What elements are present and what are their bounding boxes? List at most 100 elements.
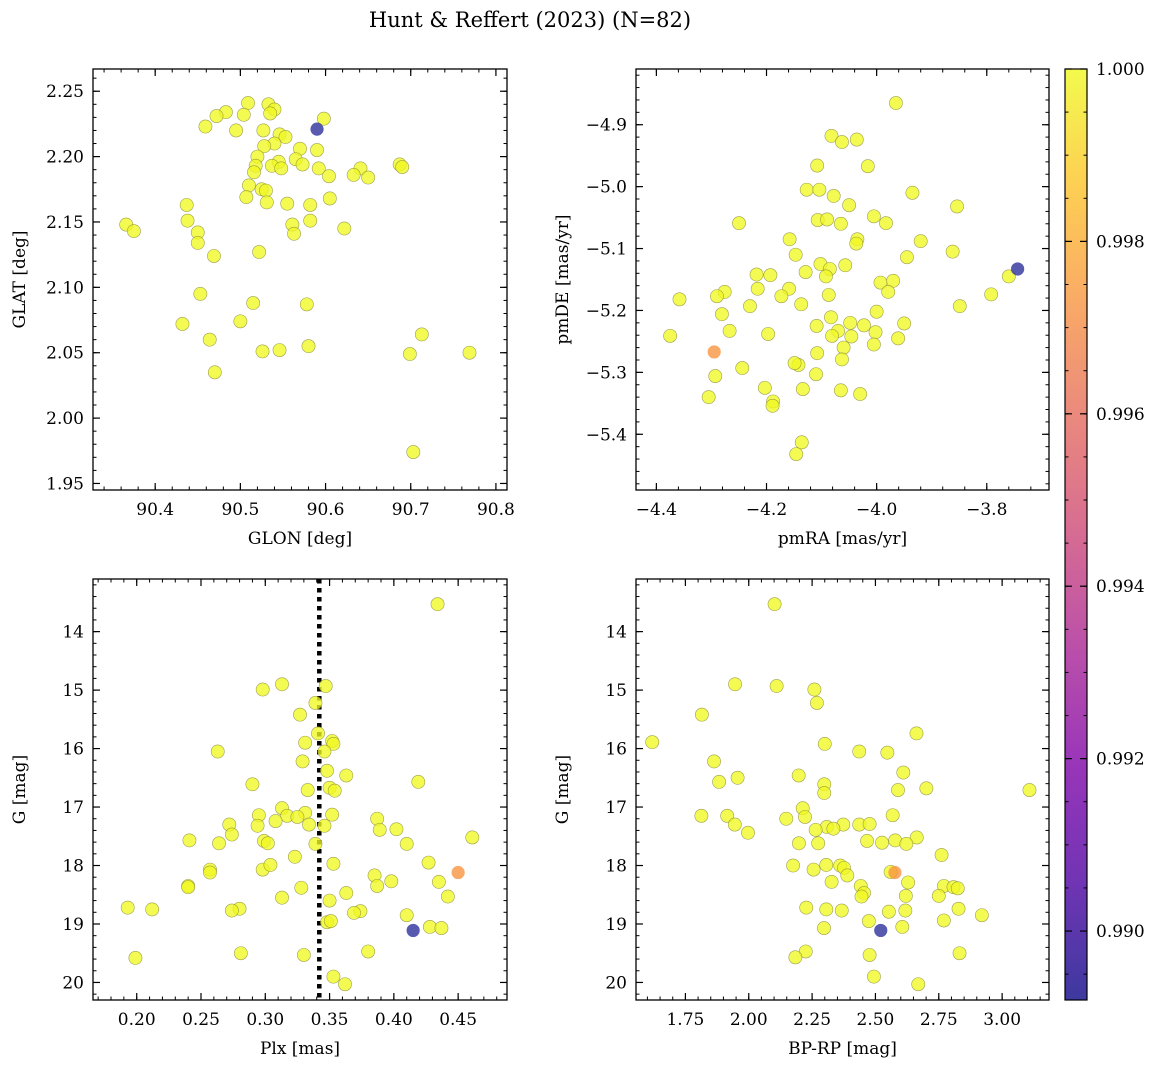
plot-area <box>645 597 1037 992</box>
data-point <box>411 774 426 789</box>
y-tick-label: 1.95 <box>46 474 84 494</box>
data-point <box>326 856 341 871</box>
axes-frame <box>92 68 508 491</box>
data-point <box>414 327 429 342</box>
data-point-highlight <box>310 122 324 136</box>
data-point <box>795 382 810 396</box>
data-point <box>844 329 859 344</box>
data-point <box>866 337 881 352</box>
colorbar: 0.990 0.992 0.994 0.996 0.998 1.000 <box>1064 60 1145 1001</box>
x-axis-label: pmRA [mas/yr] <box>778 529 907 549</box>
data-point <box>952 299 967 314</box>
data-point <box>836 340 851 355</box>
data-point <box>809 367 823 382</box>
data-point <box>323 914 338 928</box>
data-point <box>749 267 764 282</box>
data-point <box>302 817 316 832</box>
data-point <box>672 292 687 307</box>
data-point <box>247 165 261 180</box>
data-point <box>322 191 337 206</box>
data-point <box>835 352 849 367</box>
y-tick-label: 20 <box>605 973 627 993</box>
data-point <box>694 707 709 722</box>
data-point <box>299 297 314 312</box>
data-point <box>950 881 965 896</box>
data-point <box>246 296 261 310</box>
x-tick-label: 2.75 <box>920 1010 958 1030</box>
x-tick-label: 90.8 <box>477 500 515 520</box>
axes-frame <box>635 578 1050 1001</box>
panel-plx-gmag: 0.20 0.25 0.30 0.35 0.40 0.45 14 15 16 17 18 19 20 Pl… <box>10 578 508 1059</box>
data-point <box>402 347 417 361</box>
colorbar-tick-label: 1.000 <box>1096 60 1145 80</box>
data-point <box>854 889 869 904</box>
data-point <box>422 920 437 934</box>
data-point <box>952 946 967 961</box>
x-tick-label: 90.6 <box>307 500 345 520</box>
data-point <box>224 827 239 842</box>
data-point <box>179 198 194 212</box>
data-point <box>911 977 926 992</box>
data-point <box>250 818 265 833</box>
data-point <box>779 811 794 826</box>
colorbar-frame <box>1064 68 1088 1001</box>
data-point <box>812 182 827 197</box>
data-point <box>295 754 310 769</box>
data-point <box>241 96 255 110</box>
data-point <box>881 904 896 919</box>
data-point <box>259 195 274 210</box>
data-point <box>311 161 326 176</box>
data-point <box>842 198 857 213</box>
data-point <box>303 213 318 228</box>
data-point <box>857 318 871 333</box>
data-point <box>241 178 256 193</box>
data-point <box>817 786 832 800</box>
y-axis-label: GLAT [deg] <box>10 230 30 328</box>
data-point <box>462 345 477 360</box>
y-tick-label: −5.3 <box>586 363 627 383</box>
data-point <box>645 735 660 750</box>
data-point <box>820 212 834 227</box>
data-point <box>406 445 421 459</box>
colorbar-tick-label: 0.992 <box>1096 750 1145 770</box>
data-point <box>175 317 190 331</box>
data-point <box>807 682 822 697</box>
data-point <box>322 893 337 908</box>
data-point <box>207 365 222 380</box>
y-tick-label: −5.1 <box>586 240 627 260</box>
data-point <box>895 920 910 934</box>
data-point <box>727 817 742 832</box>
data-point <box>743 299 757 314</box>
x-tick-label: −3.8 <box>966 500 1007 520</box>
data-point <box>287 226 301 241</box>
data-point <box>881 284 896 299</box>
data-point <box>900 250 914 265</box>
data-point <box>789 447 804 461</box>
data-point-highlight <box>888 865 902 880</box>
data-point <box>293 707 307 722</box>
data-point <box>310 143 324 157</box>
data-point <box>372 822 387 837</box>
x-tick-label: 2.25 <box>793 1010 831 1030</box>
data-point <box>879 216 893 231</box>
data-point-highlight <box>707 345 721 359</box>
data-point <box>757 380 772 395</box>
data-point <box>311 726 325 741</box>
data-point <box>308 696 323 710</box>
data-point <box>440 889 455 904</box>
data-point <box>287 849 302 864</box>
colorbar-tick-label: 0.994 <box>1096 577 1145 597</box>
data-point <box>346 168 361 182</box>
data-point <box>399 908 414 923</box>
data-point <box>296 948 311 962</box>
data-point <box>741 825 755 840</box>
data-point <box>308 836 323 851</box>
plot-area <box>663 96 1025 461</box>
data-point <box>245 777 260 792</box>
data-point <box>280 196 295 211</box>
data-point <box>984 287 999 302</box>
data-point <box>275 677 289 692</box>
data-point <box>263 858 278 872</box>
data-point <box>275 890 289 905</box>
